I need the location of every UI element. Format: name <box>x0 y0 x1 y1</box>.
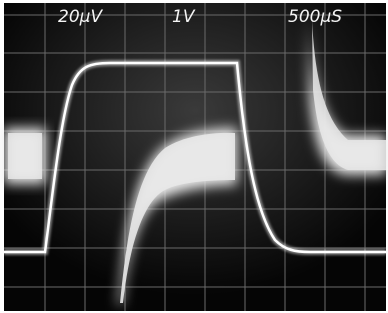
oscilloscope-screen: 20μV 1V 500μS <box>0 0 388 313</box>
channel-1-scale: 20μV <box>58 7 103 27</box>
channel-2-scale: 1V <box>172 7 196 27</box>
timebase-scale: 500μS <box>288 7 342 27</box>
